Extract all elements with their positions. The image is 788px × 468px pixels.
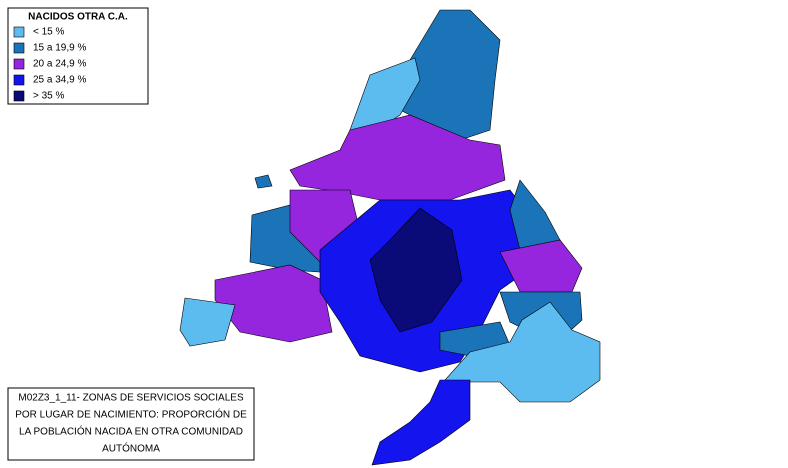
map-region bbox=[371, 379, 471, 466]
map-region bbox=[499, 239, 583, 293]
caption-line: LA POBLACIÓN NACIDA EN OTRA COMUNIDAD bbox=[19, 425, 243, 438]
legend-label: > 35 % bbox=[33, 91, 65, 102]
map-region bbox=[179, 297, 236, 347]
map bbox=[179, 9, 601, 466]
map-region bbox=[369, 207, 463, 333]
legend-box bbox=[7, 7, 149, 105]
legend-label: 25 a 34,9 % bbox=[33, 75, 86, 86]
map-region bbox=[254, 174, 273, 189]
legend-title: NACIDOS OTRA C.A. bbox=[28, 12, 128, 23]
legend: NACIDOS OTRA C.A. < 15 % 15 a 19,9 % 20 a … bbox=[7, 7, 149, 105]
legend-swatch bbox=[13, 26, 25, 38]
caption-line: POR LUGAR DE NACIMIENTO: PROPORCIÓN DE bbox=[15, 408, 247, 421]
caption-box bbox=[7, 387, 255, 461]
legend-swatch bbox=[13, 58, 25, 70]
legend-swatch bbox=[13, 90, 25, 102]
caption-line: M02Z3_1_11- ZONAS DE SERVICIOS SOCIALES bbox=[18, 393, 244, 404]
caption-line: AUTÓNOMA bbox=[102, 442, 160, 455]
legend-label: 20 a 24,9 % bbox=[33, 59, 86, 70]
legend-label: 15 a 19,9 % bbox=[33, 43, 86, 54]
legend-swatch bbox=[13, 42, 25, 54]
map-region bbox=[509, 179, 561, 251]
caption: M02Z3_1_11- ZONAS DE SERVICIOS SOCIALES P… bbox=[7, 387, 255, 461]
legend-swatch bbox=[13, 74, 25, 86]
map-region bbox=[214, 264, 333, 343]
legend-label: < 15 % bbox=[33, 27, 65, 38]
